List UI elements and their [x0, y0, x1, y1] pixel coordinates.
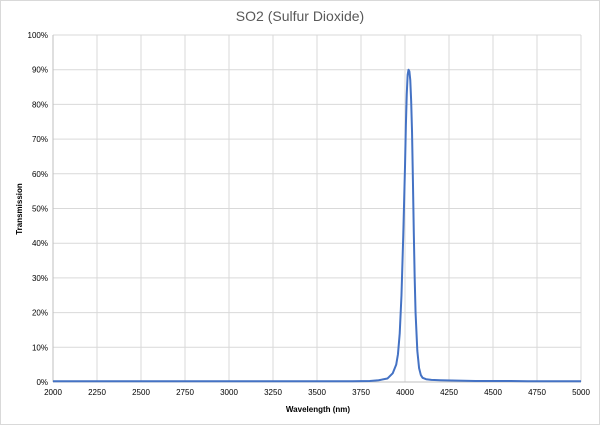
y-tick-label: 80% — [32, 100, 48, 109]
y-tick-label: 40% — [32, 239, 48, 248]
x-tick-label: 5000 — [572, 388, 590, 397]
x-tick-label: 3750 — [352, 388, 370, 397]
y-tick-label: 100% — [28, 31, 48, 40]
y-tick-label: 90% — [32, 66, 48, 75]
y-tick-label: 10% — [32, 343, 48, 352]
x-tick-label: 3250 — [264, 388, 282, 397]
x-axis-ticks: 2000 2250 2500 2750 3000 3250 3500 3750 4000 4250… — [44, 388, 590, 397]
x-axis-label: Wavelength (nm) — [286, 405, 350, 414]
y-tick-label: 0% — [36, 378, 48, 387]
x-tick-label: 2250 — [88, 388, 106, 397]
x-tick-label: 4000 — [396, 388, 414, 397]
grid — [53, 34, 582, 382]
x-tick-label: 3000 — [220, 388, 238, 397]
x-tick-label: 2000 — [44, 388, 62, 397]
x-tick-label: 4500 — [484, 388, 502, 397]
x-tick-label: 2750 — [176, 388, 194, 397]
x-tick-label: 3500 — [308, 388, 326, 397]
series-line-transmission — [53, 68, 581, 383]
y-tick-label: 70% — [32, 135, 48, 144]
x-tick-label: 2500 — [132, 388, 150, 397]
y-tick-label: 20% — [32, 309, 48, 318]
y-axis-label: Transmission — [15, 183, 24, 235]
y-tick-label: 50% — [32, 205, 48, 214]
y-tick-label: 60% — [32, 170, 48, 179]
chart-title: SO2 (Sulfur Dioxide) — [236, 8, 364, 24]
y-axis-ticks: 0% 10% 20% 30% 40% 50% 60% 70% 80% 90% 100% — [28, 31, 48, 387]
x-tick-label: 4750 — [528, 388, 546, 397]
y-tick-label: 30% — [32, 274, 48, 283]
x-tick-label: 4250 — [440, 388, 458, 397]
